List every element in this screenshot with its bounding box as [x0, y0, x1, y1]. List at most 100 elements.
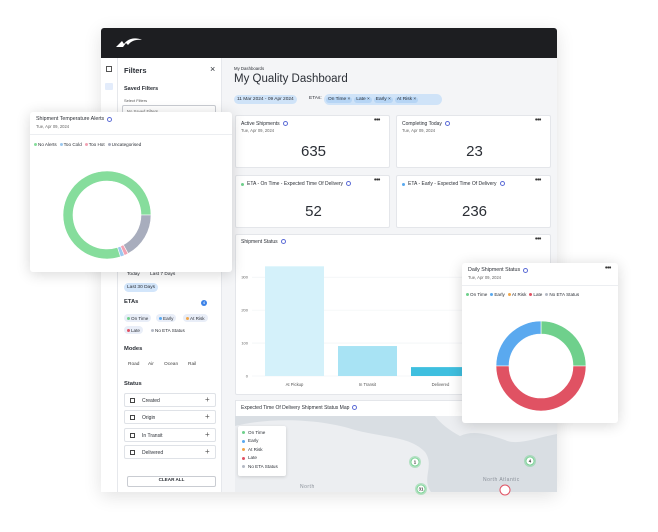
bar: [338, 346, 397, 376]
more-menu[interactable]: •••: [535, 177, 541, 184]
legend-dot: [242, 431, 245, 434]
date-option[interactable]: Today: [127, 272, 140, 277]
map-legend-label: No ETA Status: [248, 463, 278, 469]
donut-slice: [62, 170, 152, 260]
legend-dot: [158, 317, 162, 320]
y-tick-label: 300: [241, 275, 248, 280]
map-label: North: [300, 484, 315, 490]
status-row[interactable]: Delivered +: [124, 445, 216, 459]
kpi-card: Active Shipments ••• Tue, Apr 09, 2024 635: [235, 115, 390, 168]
more-menu[interactable]: •••: [374, 117, 380, 124]
eta-pill[interactable]: On Time: [124, 314, 152, 322]
bar-chart: 0 100 200 300 At Pickup In Transit Delivered: [241, 266, 535, 387]
info-icon: [523, 267, 528, 273]
chip-remove[interactable]: ×: [412, 97, 417, 102]
close-button[interactable]: ×: [210, 64, 216, 74]
eta-chip[interactable]: Late ×: [354, 96, 372, 103]
eta-pill[interactable]: At Risk: [183, 314, 208, 322]
legend-label: Late: [533, 292, 543, 297]
date-option[interactable]: Last 30 Days: [124, 283, 158, 292]
status-label: Origin: [142, 414, 156, 421]
eta-pill[interactable]: Early: [156, 314, 177, 322]
date-option[interactable]: Last 7 Days: [150, 272, 176, 277]
date-chip[interactable]: 11 Mar 2024 - 09 Apr 2024: [234, 95, 297, 104]
legend-dot: [107, 143, 111, 147]
eta-chip-label: At Risk: [396, 97, 413, 102]
legend-item: At Risk: [507, 292, 527, 300]
divider: [462, 285, 618, 286]
legend-dot: [241, 182, 244, 186]
donut-chart: [495, 320, 587, 412]
eta-pill-label: On Time: [131, 315, 149, 321]
more-menu[interactable]: •••: [535, 117, 541, 124]
top-bar: [101, 28, 557, 58]
logo-mark: [116, 38, 142, 47]
mode-option[interactable]: Air: [148, 362, 154, 367]
legend-label: At Risk: [511, 292, 527, 297]
legend-dot: [126, 317, 130, 320]
legend-label: Uncategorised: [111, 142, 142, 147]
info-icon: [445, 120, 450, 126]
legend-dot: [490, 293, 494, 297]
status-row[interactable]: In Transit +: [124, 428, 216, 442]
x-tick-label: Delivered: [432, 382, 450, 387]
eta-pill-label: Early: [163, 315, 174, 321]
eta-chip[interactable]: At Risk ×: [394, 96, 419, 103]
kpi-card: Completing Today ••• Tue, Apr 09, 2024 23: [396, 115, 551, 168]
filter-label: ETAs:: [309, 96, 322, 101]
legend-dot: [466, 293, 469, 297]
legend-label: No ETA Status: [549, 292, 580, 297]
bar: [411, 367, 470, 376]
eta-pill[interactable]: No ETA Status: [148, 326, 188, 334]
legend-item: No ETA Status: [545, 292, 579, 300]
map-title: Expected Time Of Delivery Shipment Statu…: [241, 405, 350, 411]
status-row[interactable]: Created +: [124, 393, 216, 407]
chip-remove[interactable]: ×: [346, 97, 351, 102]
more-menu[interactable]: •••: [605, 265, 611, 272]
chip-remove[interactable]: ×: [365, 97, 370, 102]
mode-option[interactable]: Road: [128, 362, 140, 367]
eta-chip-group: On Time × Late × Early × At Risk ×: [324, 94, 442, 105]
legend-item: Too Cold: [59, 142, 82, 150]
legend-item: Late: [529, 292, 542, 300]
legend-label: No Alerts: [38, 142, 57, 147]
legend-dot: [402, 182, 405, 186]
chart-title: Daily Shipment Status: [468, 267, 521, 273]
eta-chip[interactable]: On Time ×: [326, 96, 353, 103]
legend-dot: [529, 293, 533, 297]
legend-label: On Time: [470, 292, 488, 297]
card-value: 635: [300, 143, 327, 160]
section-title: Modes: [124, 346, 143, 352]
legend-dot: [242, 456, 245, 460]
clear-all-button[interactable]: CLEAR ALL: [127, 476, 216, 487]
donut-slice: [495, 320, 542, 367]
expand-plus: +: [205, 430, 210, 439]
card-title: ETA - On Time - Expected Time Of Deliver…: [247, 180, 344, 187]
map-legend-label: Early: [248, 438, 259, 444]
info-icon: [500, 180, 505, 186]
status-label: Created: [142, 397, 160, 404]
eta-pill[interactable]: Late: [124, 326, 143, 334]
grid-icon[interactable]: [106, 66, 112, 72]
checkbox[interactable]: [130, 433, 135, 438]
status-row[interactable]: Origin +: [124, 410, 216, 424]
y-tick-label: 100: [241, 341, 248, 346]
eta-chip[interactable]: Early ×: [373, 96, 393, 103]
more-menu[interactable]: •••: [535, 236, 541, 243]
eta-pill-label: At Risk: [190, 315, 205, 321]
logo: [116, 38, 142, 47]
checkbox[interactable]: [130, 398, 135, 403]
card-title: Active Shipments: [241, 120, 280, 127]
info-icon: [352, 405, 357, 410]
checkbox[interactable]: [130, 415, 135, 420]
more-menu[interactable]: •••: [374, 177, 380, 184]
mode-option[interactable]: Rail: [188, 362, 197, 367]
filter-icon[interactable]: [105, 83, 113, 90]
chip-remove[interactable]: ×: [386, 97, 391, 102]
mode-option[interactable]: Ocean: [164, 362, 179, 367]
map-legend: On Time Early At Risk Late No ETA Status: [238, 426, 286, 476]
eta-chip-label: Early: [375, 97, 387, 102]
checkbox[interactable]: [130, 450, 135, 455]
cluster-partial: [499, 484, 511, 496]
